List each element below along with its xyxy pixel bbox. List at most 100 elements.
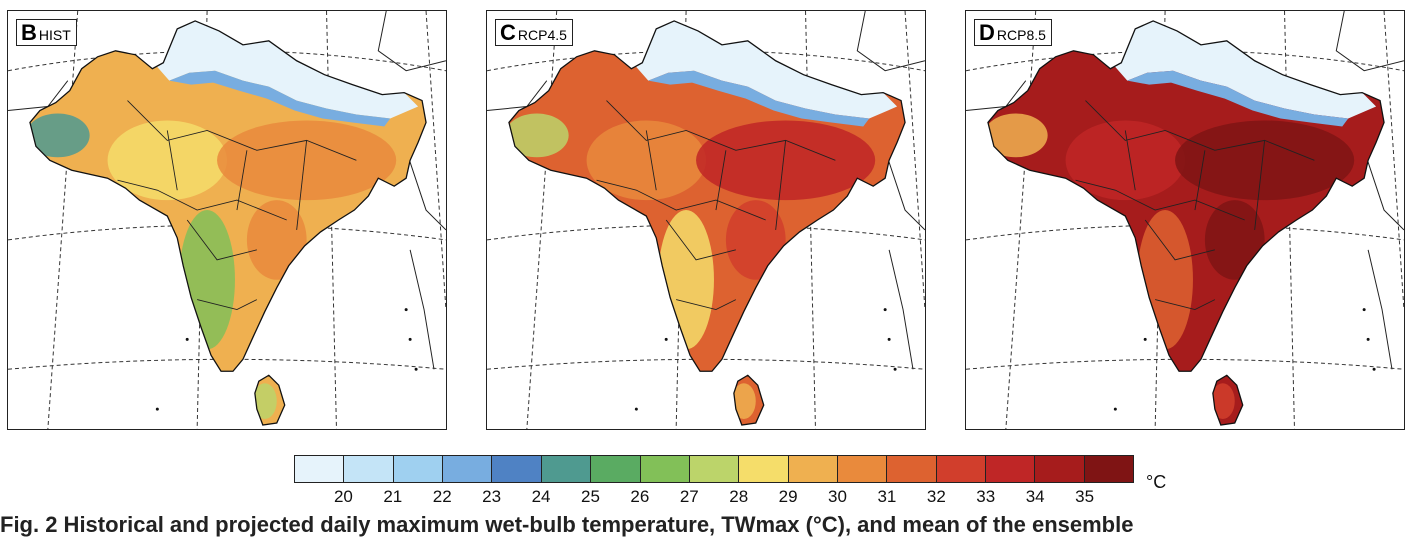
state-border (1075, 179, 1245, 221)
graticule-line (966, 50, 1404, 72)
state-border (596, 179, 766, 221)
panel-label-b: B HIST (16, 19, 77, 46)
figure-caption: Fig. 2 Historical and projected daily ma… (0, 512, 1134, 537)
panel-letter: C (500, 20, 516, 45)
island-dot (883, 308, 887, 312)
state-border (186, 219, 257, 261)
panel-letter: D (979, 20, 995, 45)
state-border (1144, 219, 1215, 261)
map-panel-c: C RCP4.5 (486, 10, 926, 430)
temperature-region (252, 383, 277, 420)
temperature-region (29, 113, 90, 158)
colorbar-swatch (344, 456, 394, 482)
state-border (645, 130, 657, 191)
temperature-region (725, 200, 786, 280)
colorbar-tick-label: 32 (926, 487, 946, 506)
temperature-region (1065, 120, 1185, 201)
colorbar-swatch (640, 456, 690, 482)
colorbar-tick-label: 21 (383, 487, 403, 506)
colorbar-tick-label: 26 (630, 487, 650, 506)
colorbar-tick-label: 35 (1075, 487, 1095, 506)
coastline (29, 20, 427, 372)
colorbar-swatch (986, 456, 1036, 482)
graticule-line (47, 11, 79, 429)
coastline (987, 20, 1385, 372)
temperature-region (696, 120, 876, 201)
colorbar-tick-label: 25 (581, 487, 600, 506)
border-line (405, 150, 446, 231)
colorbar-tick-label: 34 (1025, 487, 1045, 506)
island-dot (1366, 337, 1370, 341)
island-dot (155, 407, 159, 411)
map-d (966, 11, 1404, 429)
colorbar-tick-label: 33 (976, 487, 996, 506)
state-border (676, 299, 737, 311)
panel-scenario: RCP4.5 (517, 27, 567, 43)
colorbar-unit: °C (1146, 472, 1167, 492)
panel-scenario: RCP8.5 (996, 27, 1046, 43)
map-panel-b: B HIST (7, 10, 447, 430)
himalaya-band (634, 20, 898, 119)
colorbar-tick-label: 20 (333, 487, 353, 506)
temperature-region (987, 113, 1048, 158)
colorbar-swatch (1084, 456, 1134, 482)
coastline (1212, 374, 1244, 426)
panel-label-d: D RCP8.5 (974, 19, 1052, 46)
colorbar-swatch (1035, 456, 1085, 482)
himalaya-band (155, 20, 419, 119)
colorbar-tick-label: 27 (679, 487, 699, 506)
graticule-line (526, 11, 558, 429)
border-line (856, 11, 925, 72)
temperature-region (179, 210, 235, 350)
temperature-region (1175, 120, 1355, 201)
state-border (775, 140, 787, 231)
border-line (888, 249, 914, 370)
temperature-region (1204, 200, 1265, 280)
island-dot (1362, 308, 1366, 312)
border-line (377, 11, 446, 72)
graticule-line (1005, 11, 1037, 429)
state-border (236, 150, 248, 211)
coastline (508, 20, 906, 372)
state-border (715, 150, 727, 211)
coastline (254, 374, 286, 426)
graticule-line (1383, 11, 1404, 310)
border-line (884, 150, 925, 231)
state-border (296, 140, 308, 231)
state-border (665, 219, 736, 261)
temperature-region (731, 383, 756, 420)
colorbar (294, 455, 1134, 483)
colorbar-swatch (739, 456, 789, 482)
island-dot (404, 308, 408, 312)
island-dot (185, 337, 189, 341)
state-border (1085, 100, 1315, 161)
colorbar-swatch (788, 456, 838, 482)
island-dot (634, 407, 638, 411)
temperature-region (1137, 210, 1193, 350)
island-dot (887, 337, 891, 341)
himalaya-edge (1127, 70, 1349, 127)
state-border (117, 179, 287, 221)
temperature-region (586, 120, 706, 201)
colorbar-tick-label: 29 (778, 487, 798, 506)
himalaya-band (1113, 20, 1377, 119)
colorbar-tick-label: 23 (482, 487, 502, 506)
island-dot (1143, 337, 1147, 341)
border-line (409, 249, 435, 370)
colorbar-swatch (541, 456, 592, 482)
colorbar-swatch (393, 456, 444, 482)
state-border (1194, 150, 1206, 211)
colorbar-tick-label: 24 (531, 487, 551, 506)
panel-scenario: HIST (38, 27, 71, 43)
colorbar-swatch (591, 456, 641, 482)
temperature-region (107, 120, 227, 201)
colorbar-tick-label: 22 (432, 487, 452, 506)
colorbar-tick-label: 30 (828, 487, 847, 506)
colorbar-swatch (492, 456, 542, 482)
colorbar-tick-label: 28 (729, 487, 749, 506)
state-border (197, 299, 258, 311)
map-b (8, 11, 446, 429)
himalaya-edge (648, 70, 870, 127)
colorbar-swatch (887, 456, 937, 482)
island-dot (408, 337, 412, 341)
